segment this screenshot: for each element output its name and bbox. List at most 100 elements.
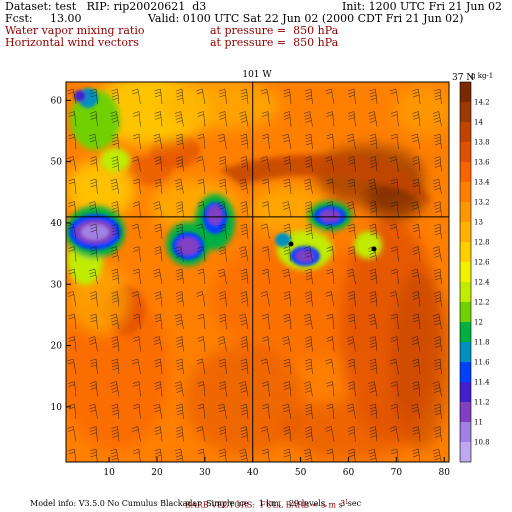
colorbar-swatch (460, 302, 471, 323)
wind-barb (89, 313, 98, 330)
wind-barb (412, 313, 421, 330)
wind-barb (218, 448, 227, 462)
wind-barb (110, 246, 120, 262)
wind-barb (132, 133, 141, 150)
wind-barb (218, 88, 227, 105)
wind-barb (175, 358, 184, 375)
wind-barb (390, 313, 399, 330)
wind-barb (369, 88, 378, 105)
wind-barb (412, 358, 421, 375)
wind-barb (196, 88, 206, 105)
colorbar-label: 12.2 (474, 299, 490, 307)
wind-barb (131, 358, 141, 375)
wind-barb (68, 381, 77, 397)
colorbar-swatch (460, 222, 471, 243)
x-tick-label: 30 (199, 468, 211, 478)
wind-barb (111, 291, 120, 307)
wind-barb (369, 133, 378, 150)
wind-barb (239, 246, 249, 262)
wind-barb (282, 403, 292, 420)
colorbar-swatch (460, 142, 471, 163)
x-tick-label: 40 (247, 468, 259, 478)
wind-barb (153, 201, 163, 217)
wind-barb (347, 246, 356, 262)
wind-barb (88, 133, 98, 150)
wind-barb (347, 178, 356, 195)
wind-barb (111, 133, 120, 150)
colorbar-swatch (460, 422, 471, 443)
wind-barb (197, 201, 206, 217)
wind-barb (390, 201, 399, 217)
wind-barb (197, 246, 206, 262)
wind-barb (326, 178, 335, 195)
wind-barb (432, 448, 442, 462)
wind-barb (303, 381, 313, 397)
wind-barb (347, 223, 356, 240)
wind-barb (260, 358, 270, 375)
wind-barb (412, 111, 421, 127)
wind-barb (432, 381, 442, 397)
wind-barb (326, 336, 335, 352)
wind-barb (261, 111, 270, 127)
wind-barb (390, 381, 399, 397)
wind-barb (347, 426, 356, 442)
wind-barb (326, 403, 335, 420)
colorbar-label: 11.6 (474, 359, 490, 367)
wind-barb (412, 426, 421, 442)
wind-barb (326, 111, 335, 127)
wind-barb (175, 403, 184, 420)
wind-barb (153, 336, 163, 352)
wind-barb (326, 246, 335, 262)
wind-barb (433, 268, 442, 285)
wind-barb (111, 403, 120, 420)
wind-barb (303, 448, 313, 462)
wind-barb (304, 403, 313, 420)
wind-barb (433, 201, 442, 217)
wind-barb (111, 426, 120, 442)
wind-barb (132, 111, 141, 127)
wind-barb (412, 246, 421, 262)
wind-barb (89, 178, 98, 195)
wind-barb (68, 336, 77, 352)
colorbar-swatch (460, 402, 471, 423)
wind-barb (239, 448, 248, 462)
wind-barb (240, 268, 249, 285)
wind-barb (68, 201, 77, 217)
model-info: Model info: V3.5.0 No Cumulus Blackadar … (30, 499, 362, 508)
wind-barb (196, 156, 206, 172)
wind-barb (304, 156, 313, 172)
wind-barb (411, 336, 421, 352)
wind-barb (154, 358, 163, 375)
wind-barb (412, 223, 421, 240)
axes: 10 20 30 40 50 60 70 80 10 20 30 40 50 60 (51, 96, 451, 478)
wind-barb (240, 223, 249, 240)
wind-barb (390, 403, 399, 420)
wind-barb (412, 178, 421, 195)
wind-barb (347, 381, 356, 397)
wind-barb (240, 133, 249, 150)
wind-barb (174, 313, 184, 330)
colorbar-label: 12.4 (474, 279, 490, 287)
wind-barb (260, 223, 270, 240)
colorbar: 14.2 14 13.8 13.6 13.4 13.2 13 12.8 12.6 12.4 12.2… (459, 81, 490, 463)
wind-barb (368, 313, 378, 330)
wind-barb (346, 133, 356, 150)
wind-barbs (67, 88, 442, 462)
wind-barb (240, 358, 249, 375)
wind-barb (261, 336, 270, 352)
wind-barb (261, 381, 270, 397)
wind-barb (67, 426, 77, 442)
wind-barb (111, 156, 120, 172)
wind-barb (390, 111, 399, 127)
wind-barb (432, 246, 442, 262)
wind-barb (304, 336, 313, 352)
field2-level: at pressure = 850 hPa (210, 36, 339, 49)
wind-barb (325, 223, 335, 240)
wind-barb (197, 111, 206, 127)
wind-barb (261, 178, 270, 195)
wind-barb (217, 403, 227, 420)
wind-barb (110, 178, 120, 195)
colorbar-swatch (460, 122, 471, 143)
wind-barb (304, 133, 313, 150)
